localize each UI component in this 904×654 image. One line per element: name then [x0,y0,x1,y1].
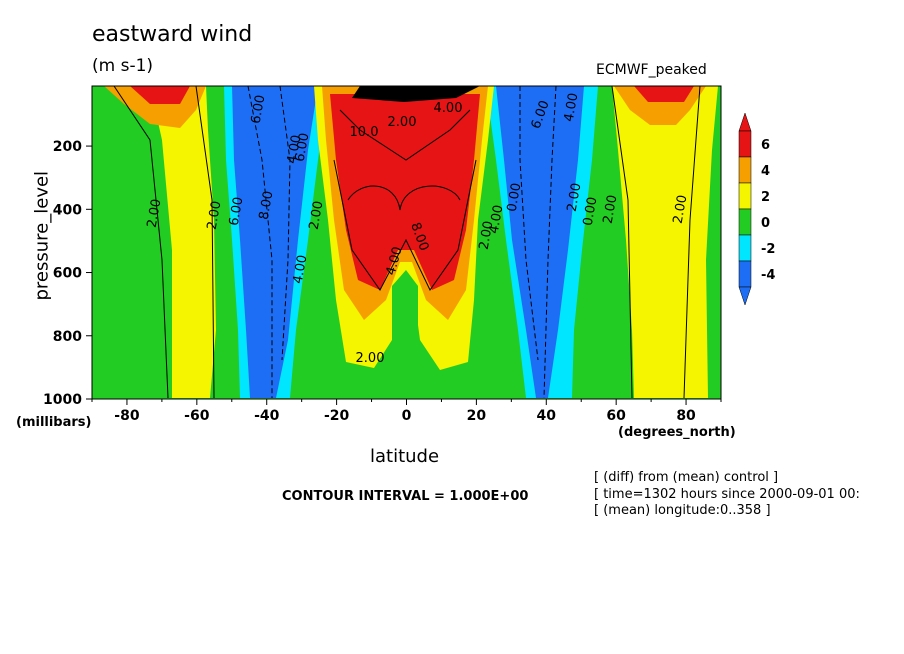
colorbar-segment [738,260,752,288]
contour-line-dashed [543,86,557,399]
y-tick-label: 1000 [43,392,82,408]
contour-line [195,86,215,399]
colorbar-label: -2 [761,242,775,257]
x-tick-label: 0 [402,408,412,424]
contour-label: 2.00 [145,198,165,229]
contour-label: 4.00 [487,204,507,235]
contour-label: 4.00 [434,101,463,116]
contour-label-group: 6.00 4.00 2.00 10.0 4.00 6.00 4.00 8.00 … [145,92,691,366]
contour-dense-top [352,86,480,102]
x-axis-unit: (degrees_north) [618,425,736,440]
contour-line-dashed [247,86,273,398]
colorbar-label: -4 [761,268,775,283]
colorbar-arrow-bottom [738,286,752,306]
colorbar-label: 6 [761,138,770,153]
contour-fill-pos2-left [104,86,216,398]
contour-label: 10.0 [350,125,379,140]
contour-line [683,86,701,399]
colorbar-segment [738,130,752,158]
footer-note-longitude: [ (mean) longitude:0..358 ] [594,503,771,518]
contour-label: 4.00 [285,134,305,165]
dataset-label: ECMWF_peaked [596,62,707,78]
footer-note-diff: [ (diff) from (mean) control ] [594,470,779,485]
y-tick-label: 800 [53,329,82,345]
y-axis-unit: (millibars) [16,415,92,430]
y-axis: 200 400 600 800 1000 [43,139,92,408]
contour-line [333,159,477,291]
contour-label: 2.00 [565,182,585,213]
colorbar: 6 4 2 0 -2 -4 [738,112,775,306]
x-tick-label: 80 [676,408,696,424]
contour-label: 0.00 [505,182,525,213]
x-tick-label: -20 [324,408,350,424]
x-tick-label: 60 [606,408,626,424]
chart-units: (m s-1) [92,56,154,76]
contour-label: 4.00 [562,92,582,123]
colorbar-segment [738,182,752,210]
contour-label: 4.00 [384,245,406,277]
contour-line-dashed [279,86,291,361]
contour-fill-neg4-right [496,86,584,398]
contour-label: 2.00 [388,115,417,130]
contour-fill-pos6-right [634,86,694,102]
contour-line [339,109,471,161]
contour-interval: CONTOUR INTERVAL = 1.000E+00 [282,489,529,504]
contour-line-dashed [519,86,539,361]
contour-label: 6.00 [249,94,269,125]
colorbar-segment [738,208,752,236]
x-tick-label: 40 [537,408,557,424]
contour-fill-pos6-center [330,94,480,290]
colorbar-segment [738,234,752,262]
contour-line [611,86,633,399]
x-axis-label: latitude [370,446,440,467]
x-tick-label: -60 [184,408,210,424]
contour-label: 2.00 [671,194,691,225]
contour-label: 2.00 [307,200,327,231]
x-tick-label: -80 [114,408,140,424]
colorbar-label: 2 [761,190,770,205]
contour-line [113,86,169,399]
contour-line [347,185,461,211]
contour-label: 6.00 [227,196,247,227]
colorbar-label: 0 [761,216,770,231]
contour-label: 2.00 [601,194,621,225]
contour-label: 2.00 [356,351,385,366]
chart-title: eastward wind [92,22,253,47]
contour-label: 4.00 [291,254,311,285]
y-tick-label: 600 [53,266,82,282]
colorbar-label: 4 [761,164,770,179]
contour-label: 6.00 [293,132,313,163]
contour-fill-neg4-left [232,86,318,398]
footer-note-time: [ time=1302 hours since 2000-09-01 00: [594,487,860,502]
x-tick-label: -40 [254,408,280,424]
colorbar-arrow-top [738,112,752,132]
contour-lines [113,86,701,399]
contour-lines-negative [247,86,557,399]
colorbar-segment [738,156,752,184]
contour-label: 8.00 [257,190,277,221]
contour-fill-pos2-right [612,86,718,398]
contour-label: 0.00 [581,196,601,227]
y-tick-label: 400 [53,202,82,218]
contour-fill-pos6-left [130,86,190,104]
x-tick-label: 20 [467,408,487,424]
contour-label: 2.00 [477,220,497,251]
plot-area: 6.00 4.00 2.00 10.0 4.00 6.00 4.00 8.00 … [92,86,721,399]
x-axis: -80 -60 -40 -20 0 20 40 60 80 [91,399,722,424]
contour-fill-center-gap [392,270,418,398]
y-tick-label: 200 [53,139,82,155]
contour-label: 2.00 [205,200,225,231]
